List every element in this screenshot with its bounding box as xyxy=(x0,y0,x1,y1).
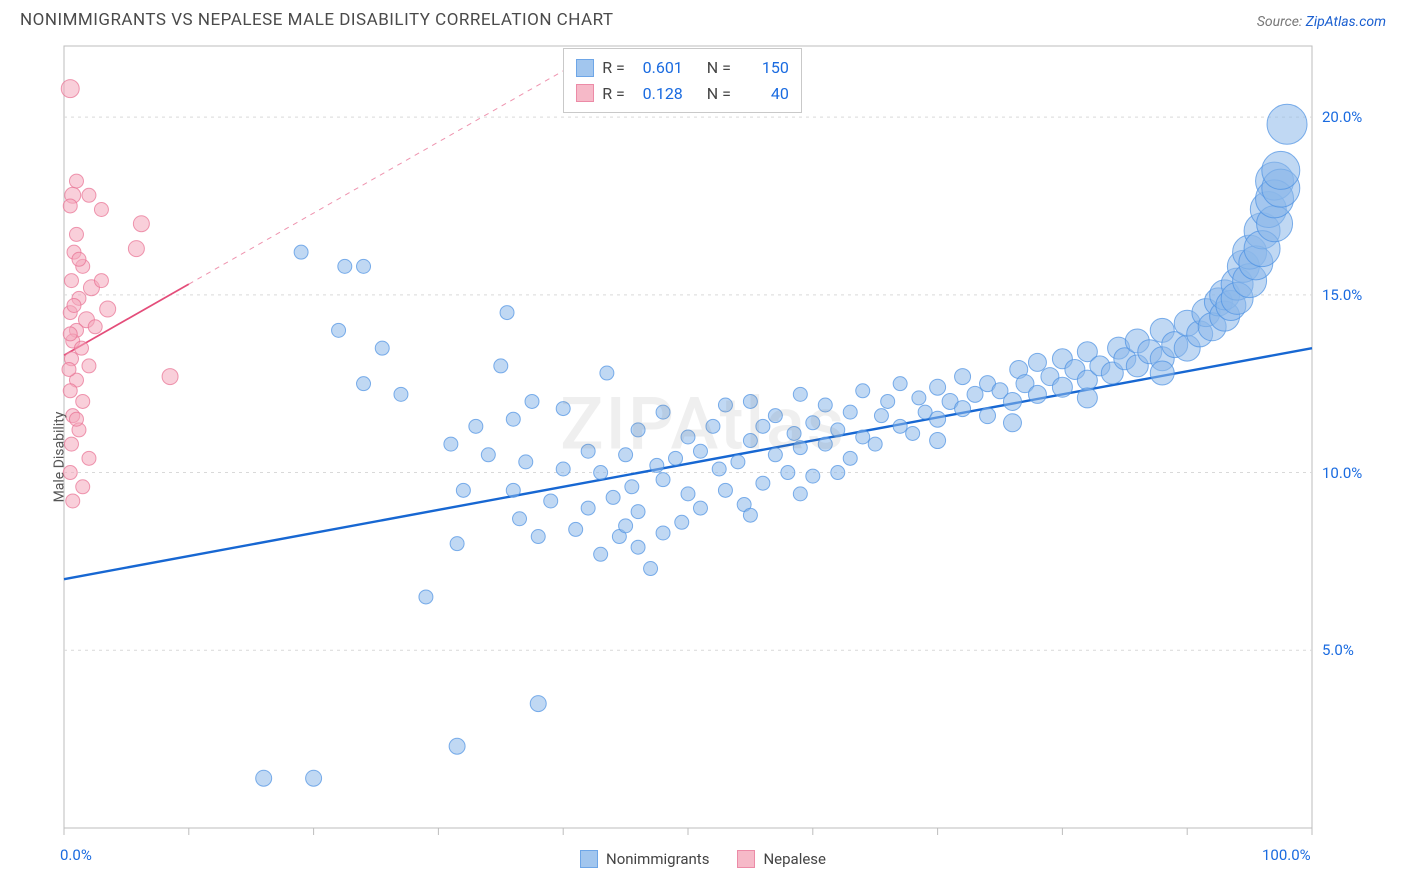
y-axis-label: Male Disability xyxy=(51,412,67,503)
correlation-box: R =0.601 N =150R =0.128 N =40 xyxy=(563,48,802,113)
legend-swatch xyxy=(576,59,594,77)
legend-item: Nepalese xyxy=(737,850,826,868)
legend-swatch xyxy=(576,84,594,102)
scatter-plot xyxy=(20,42,1386,872)
chart-title: NONIMMIGRANTS VS NEPALESE MALE DISABILIT… xyxy=(20,10,614,30)
legend-item: Nonimmigrants xyxy=(580,850,709,868)
y-tick-label: 20.0% xyxy=(1322,108,1362,126)
chart-area: Male Disability ZIPAtlas R =0.601 N =150… xyxy=(20,42,1386,872)
legend-label: Nepalese xyxy=(763,850,826,868)
legend-label: Nonimmigrants xyxy=(606,850,709,868)
correlation-row: R =0.128 N =40 xyxy=(576,81,789,107)
source-link[interactable]: ZipAtlas.com xyxy=(1306,14,1386,30)
legend-swatch xyxy=(737,850,755,868)
y-tick-label: 5.0% xyxy=(1322,641,1354,659)
legend-swatch xyxy=(580,850,598,868)
y-tick-label: 10.0% xyxy=(1322,464,1362,482)
series-legend: Nonimmigrants Nepalese xyxy=(580,850,826,868)
correlation-row: R =0.601 N =150 xyxy=(576,55,789,81)
x-axis-min-label: 0.0% xyxy=(60,846,92,864)
x-axis-max-label: 100.0% xyxy=(1262,846,1311,864)
source-credit: Source: ZipAtlas.com xyxy=(1257,14,1386,30)
y-tick-label: 15.0% xyxy=(1322,286,1362,304)
